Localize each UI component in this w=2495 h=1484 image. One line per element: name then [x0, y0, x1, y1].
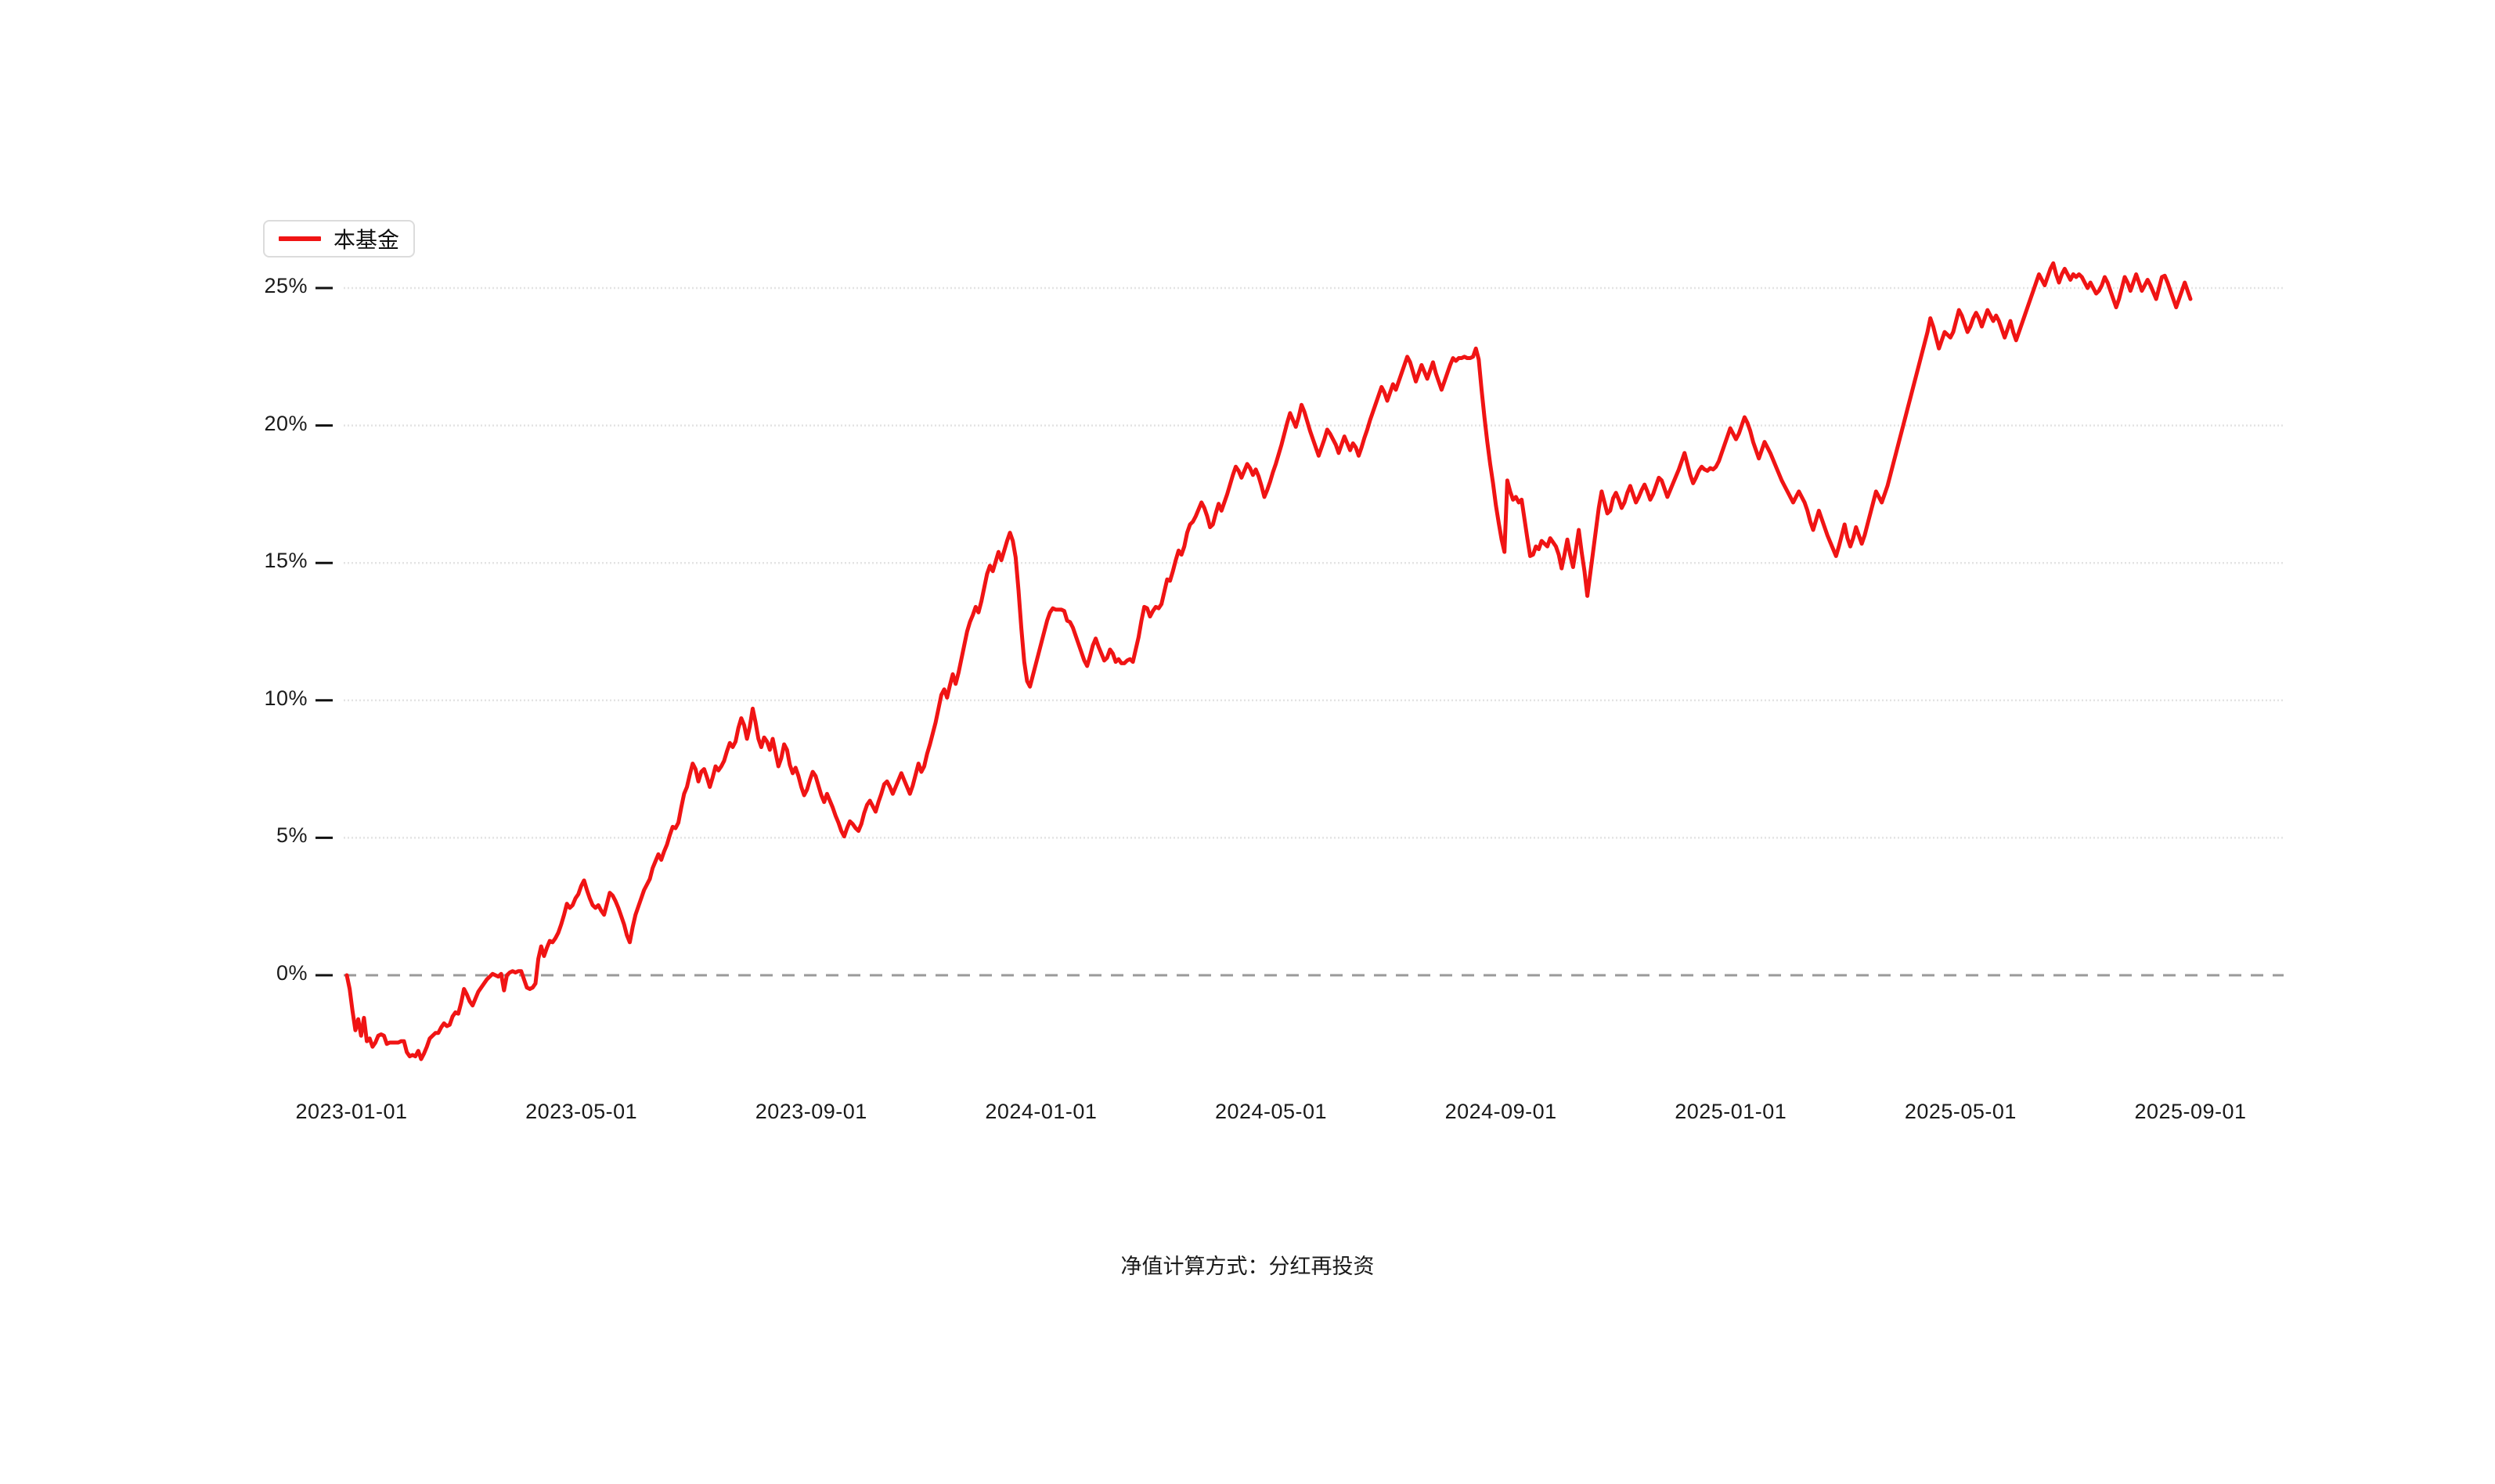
y-axis-tick-label: 15% [264, 549, 308, 573]
x-axis-tick-label: 2025-09-01 [2134, 1100, 2247, 1123]
net-value-method-note: 净值计算方式：分红再投资 [1120, 1255, 1375, 1279]
x-axis-tick-label: 2025-05-01 [1904, 1100, 2017, 1123]
y-tick-marks [315, 286, 333, 977]
y-axis-tick-label: 0% [276, 961, 308, 985]
x-axis-tick-label: 2025-01-01 [1675, 1100, 1787, 1123]
x-axis-tick-label: 2024-01-01 [985, 1100, 1098, 1123]
y-axis-tick-label: 10% [264, 686, 308, 710]
x-axis-tick-label: 2024-09-01 [1444, 1100, 1557, 1123]
legend-line-swatch-icon [279, 236, 321, 241]
gridlines [344, 286, 2284, 839]
chart-legend[interactable]: 本基金 [263, 220, 416, 258]
x-axis-tick-label: 2023-01-01 [295, 1100, 408, 1123]
y-axis-tick-label: 20% [264, 411, 308, 435]
legend-item-label: 本基金 [334, 227, 400, 253]
x-axis-tick-label: 2023-09-01 [755, 1100, 867, 1123]
x-axis-tick-label: 2023-05-01 [525, 1100, 638, 1123]
x-axis-tick-label: 2024-05-01 [1214, 1100, 1328, 1123]
data-series [344, 261, 2193, 1061]
y-axis-tick-label: 5% [276, 823, 308, 848]
y-axis-tick-label: 25% [264, 274, 308, 297]
series-line-本基金 [344, 261, 2193, 1061]
